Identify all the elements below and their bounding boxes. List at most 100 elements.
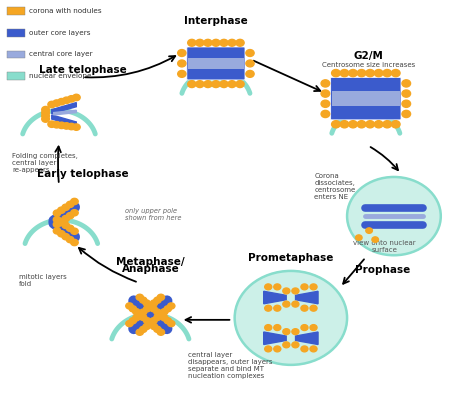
- Circle shape: [58, 122, 65, 129]
- Circle shape: [310, 305, 317, 311]
- Circle shape: [292, 301, 299, 307]
- Circle shape: [246, 50, 254, 56]
- Polygon shape: [264, 291, 286, 304]
- Polygon shape: [296, 332, 318, 345]
- Circle shape: [332, 69, 340, 77]
- Circle shape: [366, 121, 374, 128]
- Text: nuclear envelope: nuclear envelope: [29, 73, 91, 79]
- Circle shape: [310, 284, 317, 290]
- Bar: [8, 29, 25, 37]
- Circle shape: [68, 96, 75, 102]
- Circle shape: [178, 70, 186, 77]
- Circle shape: [136, 294, 144, 301]
- Circle shape: [204, 81, 212, 88]
- Circle shape: [53, 121, 61, 128]
- Circle shape: [283, 301, 290, 307]
- Circle shape: [71, 210, 78, 216]
- Circle shape: [402, 90, 410, 97]
- Circle shape: [349, 69, 357, 77]
- Circle shape: [139, 314, 147, 320]
- Circle shape: [383, 121, 392, 128]
- Circle shape: [161, 308, 168, 315]
- Circle shape: [68, 123, 75, 130]
- Circle shape: [126, 320, 133, 327]
- Text: Prometaphase: Prometaphase: [248, 253, 334, 263]
- Circle shape: [58, 220, 65, 225]
- Circle shape: [274, 284, 281, 290]
- Circle shape: [301, 346, 308, 352]
- Circle shape: [133, 308, 140, 315]
- Circle shape: [147, 320, 154, 327]
- FancyBboxPatch shape: [187, 47, 245, 80]
- Circle shape: [321, 90, 330, 97]
- Circle shape: [71, 228, 78, 234]
- Text: outer core layers: outer core layers: [29, 30, 91, 36]
- Text: Centrosome size increases: Centrosome size increases: [321, 62, 415, 68]
- Circle shape: [178, 50, 186, 56]
- Circle shape: [283, 288, 290, 294]
- Circle shape: [42, 113, 49, 119]
- Circle shape: [136, 312, 144, 318]
- Circle shape: [283, 329, 290, 335]
- Text: Early telophase: Early telophase: [36, 169, 128, 179]
- Circle shape: [264, 284, 272, 290]
- Text: G2/M: G2/M: [353, 52, 383, 62]
- Polygon shape: [264, 332, 286, 345]
- FancyBboxPatch shape: [210, 79, 222, 87]
- Bar: [188, 58, 244, 69]
- Circle shape: [283, 342, 290, 348]
- Bar: [332, 91, 400, 106]
- Circle shape: [58, 98, 65, 105]
- Circle shape: [274, 346, 281, 352]
- Circle shape: [66, 201, 74, 208]
- Circle shape: [48, 121, 55, 127]
- Circle shape: [154, 314, 161, 320]
- Circle shape: [340, 121, 349, 128]
- Circle shape: [143, 300, 150, 306]
- Circle shape: [150, 324, 158, 330]
- Circle shape: [161, 315, 168, 321]
- Circle shape: [292, 342, 299, 348]
- Circle shape: [62, 233, 70, 240]
- Circle shape: [392, 121, 400, 128]
- Bar: [8, 50, 25, 58]
- Circle shape: [164, 306, 172, 312]
- Circle shape: [71, 198, 78, 204]
- Circle shape: [366, 69, 374, 77]
- Circle shape: [63, 97, 70, 104]
- Circle shape: [146, 303, 154, 309]
- Bar: [8, 8, 25, 15]
- Polygon shape: [54, 110, 76, 115]
- Circle shape: [136, 312, 144, 318]
- Polygon shape: [296, 291, 318, 304]
- Circle shape: [301, 305, 308, 311]
- Circle shape: [402, 100, 410, 107]
- Circle shape: [66, 212, 74, 219]
- Circle shape: [220, 39, 228, 46]
- Circle shape: [356, 235, 362, 241]
- Bar: [8, 72, 25, 80]
- Text: Corona
dissociates,
centrosome
enters NE: Corona dissociates, centrosome enters NE: [314, 173, 356, 200]
- Circle shape: [164, 318, 172, 324]
- Circle shape: [73, 124, 80, 130]
- Circle shape: [383, 69, 392, 77]
- Circle shape: [372, 237, 378, 242]
- Circle shape: [212, 81, 220, 88]
- Polygon shape: [52, 102, 76, 114]
- Circle shape: [136, 329, 144, 335]
- Circle shape: [235, 271, 347, 365]
- Circle shape: [157, 294, 164, 301]
- Circle shape: [66, 237, 74, 243]
- Circle shape: [71, 239, 78, 246]
- Circle shape: [292, 288, 299, 294]
- Circle shape: [178, 60, 186, 67]
- Circle shape: [347, 177, 441, 255]
- Circle shape: [321, 80, 330, 87]
- Text: only upper pole
shown from here: only upper pole shown from here: [125, 208, 181, 222]
- Circle shape: [154, 326, 161, 332]
- Circle shape: [264, 305, 272, 311]
- Text: Prophase: Prophase: [355, 265, 410, 275]
- Circle shape: [349, 121, 357, 128]
- Circle shape: [357, 121, 366, 128]
- Text: central layer
disappears, outer layers
separate and bind MT
nucleation complexes: central layer disappears, outer layers s…: [188, 352, 273, 379]
